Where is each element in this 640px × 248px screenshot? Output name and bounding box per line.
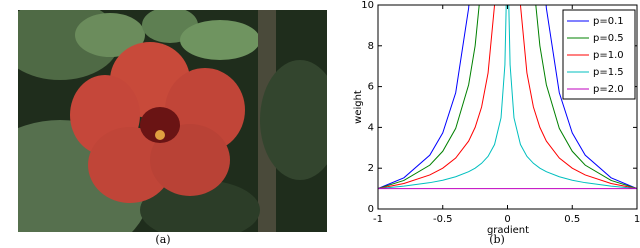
y-tick-label: 6 [368,82,374,93]
plot-lines [378,5,637,190]
legend-label: p=0.1 [593,16,624,27]
y-tick-label: 0 [368,204,374,215]
legend-label: p=0.5 [593,33,624,44]
plot-frame [377,4,638,210]
x-axis-label: gradient [487,225,529,236]
series-line [378,5,637,190]
caption: (a) [155,233,170,246]
x-tick-label: 0.5 [564,214,580,225]
legend-label: p=1.5 [593,67,624,78]
y-tick-label: 4 [368,122,374,133]
legend-label: p=1.0 [593,50,624,61]
x-tick-label: -1 [373,214,383,225]
legend-label: p=2.0 [593,84,624,95]
series-line [378,5,637,190]
x-tick-label: 1 [634,214,640,225]
x-tick-label: -0.5 [433,214,453,225]
photo [18,10,327,232]
x-tick-label: 0 [504,214,510,225]
y-tick-label: 10 [361,0,374,11]
series-line [378,5,637,190]
y-axis-label: weight [353,90,364,124]
caption: (b) [489,233,505,246]
series-line [378,5,637,190]
y-tick-label: 8 [368,41,374,52]
y-tick-label: 2 [368,163,374,174]
